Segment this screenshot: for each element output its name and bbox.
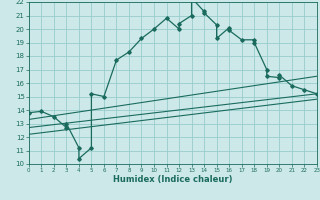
X-axis label: Humidex (Indice chaleur): Humidex (Indice chaleur) <box>113 175 233 184</box>
